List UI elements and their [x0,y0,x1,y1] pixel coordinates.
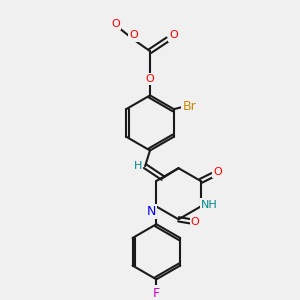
Text: O: O [191,217,200,227]
Text: NH: NH [201,200,218,210]
Text: O: O [146,74,154,84]
Text: O: O [169,30,178,40]
Text: N: N [147,205,156,218]
Text: F: F [153,286,160,300]
Text: O: O [213,167,222,177]
Text: O: O [111,19,120,28]
Text: H: H [134,161,142,171]
Text: O: O [129,30,138,40]
Text: Br: Br [183,100,196,113]
